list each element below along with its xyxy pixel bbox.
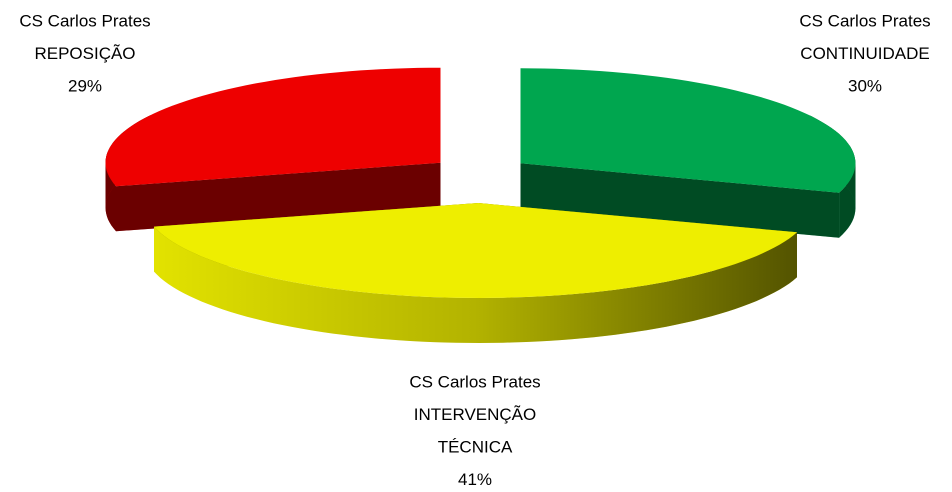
slice-label: CONTINUIDADE [800,44,929,63]
slice-label: TÉCNICA [438,437,513,456]
slice-side-shade [154,226,797,343]
slice-top [105,67,441,187]
slice-value-label: 29% [68,76,102,95]
slice-value-label: 30% [848,76,882,95]
slice-label: REPOSIÇÃO [34,44,135,63]
labels: CS Carlos Prates CONTINUIDADE 30% CS Carlos… [19,11,930,489]
slice-value-label: 41% [458,470,492,489]
slices [105,67,856,343]
slice-top [520,68,856,193]
slice [154,203,797,343]
slice-label: INTERVENÇÃO [414,405,537,424]
slice-top [154,203,797,298]
slice-label: CS Carlos Prates [799,11,930,30]
slice-label: CS Carlos Prates [19,11,150,30]
slice [520,68,856,238]
slice-wall-shade [520,163,840,238]
slice-label: CS Carlos Prates [409,372,540,391]
slice-wall-shade [116,162,441,232]
slice [105,67,441,232]
